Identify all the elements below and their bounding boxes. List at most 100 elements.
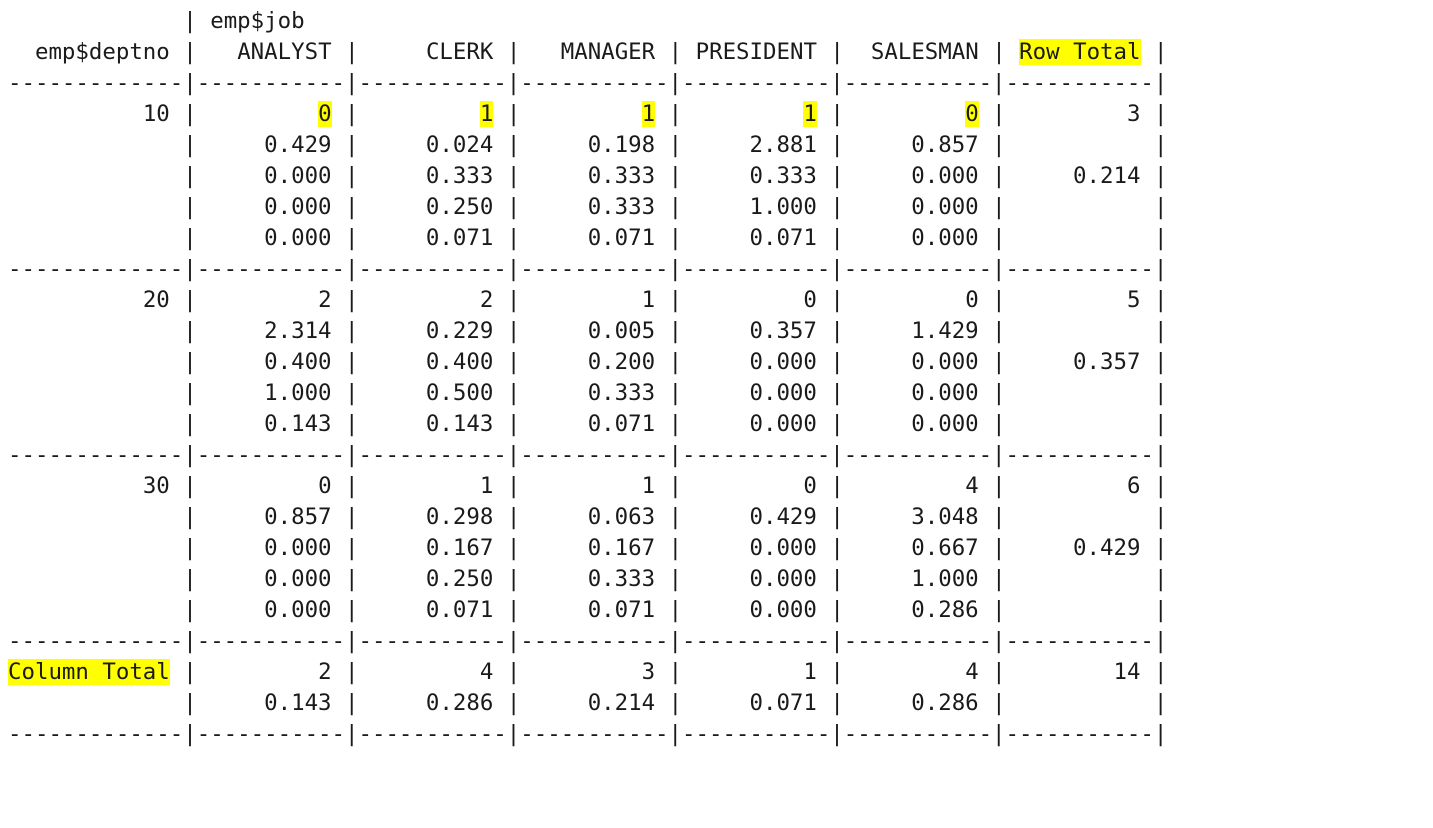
column-variable-label: emp$job	[210, 8, 305, 34]
chisq-cell: 0.024	[425, 132, 494, 158]
count-cell: 1	[641, 287, 656, 313]
column-total-cell: 1	[803, 659, 817, 685]
prop-tbl-cell: 0.000	[911, 225, 979, 251]
prop-tbl-cell: 0.000	[264, 597, 332, 623]
row-proportion-cell: 0.357	[1073, 349, 1141, 375]
prop-row-cell: 0.667	[911, 535, 979, 561]
column-header: MANAGER	[560, 39, 656, 65]
column-total-cell: 3	[641, 659, 656, 685]
column-header: SALESMAN	[870, 39, 979, 65]
count-cell: 1	[641, 101, 656, 127]
prop-col-cell: 1.000	[911, 566, 979, 592]
prop-tbl-cell: 0.000	[911, 411, 979, 437]
row-total-header: Row Total	[1019, 39, 1141, 65]
prop-row-cell: 0.400	[264, 349, 332, 375]
prop-col-cell: 0.250	[425, 194, 494, 220]
prop-col-cell: 0.250	[425, 566, 494, 592]
prop-col-cell: 0.000	[749, 380, 817, 406]
prop-row-cell: 0.000	[749, 535, 817, 561]
prop-tbl-cell: 0.071	[425, 225, 494, 251]
prop-tbl-cell: 0.143	[264, 411, 332, 437]
chisq-cell: 2.314	[264, 318, 332, 344]
prop-row-cell: 0.333	[425, 163, 494, 189]
prop-row-cell: 0.167	[587, 535, 656, 561]
chisq-cell: 3.048	[911, 504, 979, 530]
chisq-cell: 0.298	[425, 504, 494, 530]
prop-col-cell: 1.000	[749, 194, 817, 220]
prop-col-cell: 0.333	[587, 380, 656, 406]
column-header: CLERK	[425, 39, 494, 65]
chisq-cell: 0.229	[425, 318, 494, 344]
column-proportion-cell: 0.286	[425, 690, 494, 716]
chisq-cell: 0.357	[749, 318, 817, 344]
column-total-cell: 2	[318, 659, 332, 685]
prop-tbl-cell: 0.071	[425, 597, 494, 623]
row-proportion-cell: 0.214	[1073, 163, 1141, 189]
count-cell: 0	[318, 101, 332, 127]
count-cell: 0	[803, 287, 817, 313]
chisq-cell: 0.429	[749, 504, 817, 530]
chisq-cell: 0.063	[587, 504, 656, 530]
prop-row-cell: 0.000	[911, 163, 979, 189]
count-cell: 0	[965, 287, 979, 313]
crosstab-output: | emp$job emp$deptno | ANALYST | CLERK |…	[8, 8, 1168, 747]
row-variable-label: emp$deptno	[34, 39, 170, 65]
prop-col-cell: 0.333	[587, 566, 656, 592]
prop-col-cell: 0.000	[911, 194, 979, 220]
prop-row-cell: 0.333	[587, 163, 656, 189]
prop-tbl-cell: 0.286	[911, 597, 979, 623]
prop-tbl-cell: 0.071	[587, 597, 656, 623]
prop-col-cell: 0.000	[264, 194, 332, 220]
row-total-cell: 6	[1126, 473, 1141, 499]
chisq-cell: 0.857	[911, 132, 979, 158]
column-total-label: Column Total	[8, 659, 170, 685]
prop-tbl-cell: 0.143	[425, 411, 494, 437]
count-cell: 1	[803, 101, 817, 127]
column-total-cell: 4	[965, 659, 979, 685]
prop-col-cell: 0.000	[264, 566, 332, 592]
row-label: 10	[142, 101, 170, 127]
prop-tbl-cell: 0.071	[587, 411, 656, 437]
count-cell: 2	[318, 287, 332, 313]
prop-tbl-cell: 0.000	[749, 411, 817, 437]
prop-tbl-cell: 0.000	[264, 225, 332, 251]
count-cell: 0	[318, 473, 332, 499]
prop-row-cell: 0.200	[587, 349, 656, 375]
row-proportion-cell: 0.429	[1073, 535, 1141, 561]
column-header: ANALYST	[237, 39, 332, 65]
row-label: 30	[142, 473, 170, 499]
count-cell: 4	[965, 473, 979, 499]
prop-row-cell: 0.000	[264, 535, 332, 561]
count-cell: 2	[479, 287, 494, 313]
prop-row-cell: 0.167	[425, 535, 494, 561]
count-cell: 1	[641, 473, 656, 499]
column-proportion-cell: 0.071	[749, 690, 817, 716]
prop-col-cell: 1.000	[264, 380, 332, 406]
prop-row-cell: 0.400	[425, 349, 494, 375]
prop-row-cell: 0.000	[911, 349, 979, 375]
prop-row-cell: 0.000	[749, 349, 817, 375]
prop-tbl-cell: 0.071	[749, 225, 817, 251]
column-proportion-cell: 0.143	[264, 690, 332, 716]
row-total-cell: 3	[1126, 101, 1141, 127]
count-cell: 1	[479, 473, 494, 499]
grand-total-cell: 14	[1113, 659, 1141, 685]
chisq-cell: 0.429	[264, 132, 332, 158]
prop-row-cell: 0.333	[749, 163, 817, 189]
row-total-cell: 5	[1126, 287, 1141, 313]
prop-col-cell: 0.000	[911, 380, 979, 406]
count-cell: 0	[965, 101, 979, 127]
chisq-cell: 0.198	[587, 132, 656, 158]
chisq-cell: 0.857	[264, 504, 332, 530]
chisq-cell: 0.005	[587, 318, 656, 344]
column-proportion-cell: 0.214	[587, 690, 656, 716]
chisq-cell: 2.881	[749, 132, 817, 158]
column-total-cell: 4	[479, 659, 494, 685]
chisq-cell: 1.429	[911, 318, 979, 344]
prop-tbl-cell: 0.000	[749, 597, 817, 623]
row-label: 20	[142, 287, 170, 313]
prop-tbl-cell: 0.071	[587, 225, 656, 251]
column-header: PRESIDENT	[695, 39, 817, 65]
prop-row-cell: 0.000	[264, 163, 332, 189]
count-cell: 1	[479, 101, 494, 127]
